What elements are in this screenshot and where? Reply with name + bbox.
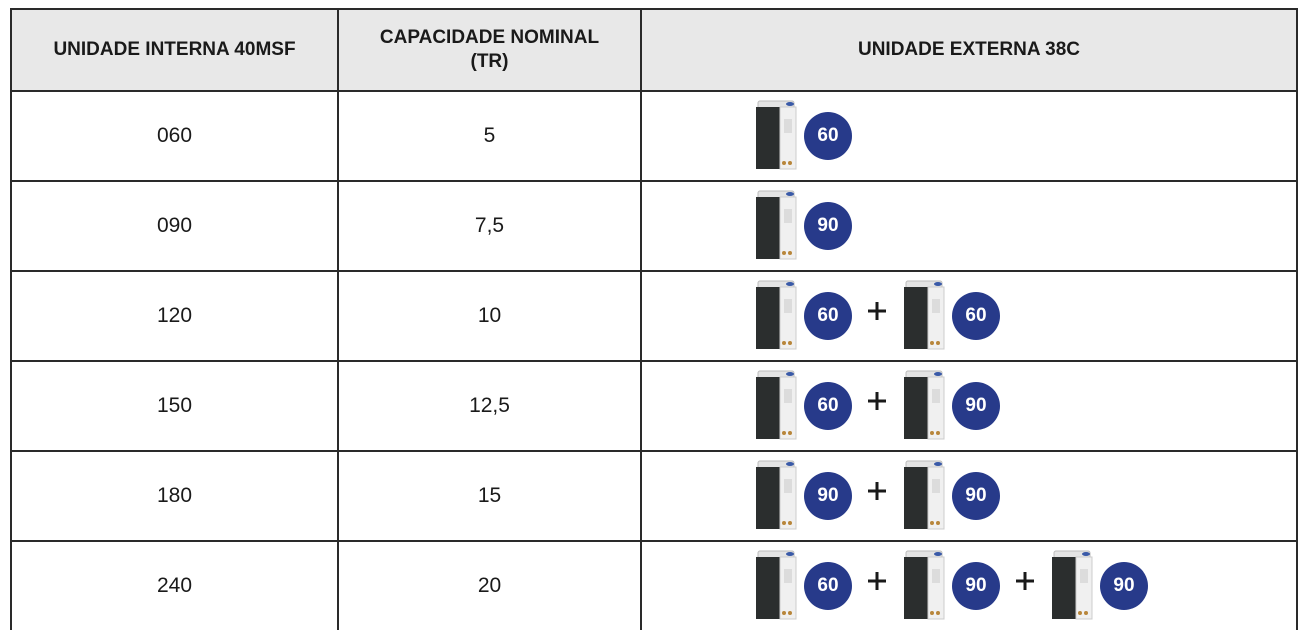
model-badge: 90 xyxy=(952,562,1000,610)
outdoor-unit: 60 xyxy=(754,279,852,353)
plus-sign xyxy=(866,570,888,592)
units-cell: 60 90 90 xyxy=(641,541,1297,630)
plus-sign xyxy=(1014,570,1036,592)
condenser-icon xyxy=(754,279,798,353)
compatibility-table: UNIDADE INTERNA 40MSF CAPACIDADE NOMINAL… xyxy=(10,8,1298,630)
model-badge: 90 xyxy=(952,472,1000,520)
model-badge: 60 xyxy=(804,112,852,160)
condenser-icon xyxy=(902,279,946,353)
condenser-icon xyxy=(754,189,798,263)
table-cell: 090 xyxy=(11,181,338,271)
table-cell: 120 xyxy=(11,271,338,361)
table-cell: 10 xyxy=(338,271,641,361)
outdoor-unit: 90 xyxy=(1050,549,1148,623)
outdoor-unit: 60 xyxy=(754,549,852,623)
condenser-icon xyxy=(754,549,798,623)
outdoor-unit: 90 xyxy=(902,549,1000,623)
table-cell: 180 xyxy=(11,451,338,541)
condenser-icon xyxy=(1050,549,1094,623)
table-cell: 12,5 xyxy=(338,361,641,451)
page: UNIDADE INTERNA 40MSF CAPACIDADE NOMINAL… xyxy=(0,0,1298,630)
header-row: UNIDADE INTERNA 40MSF CAPACIDADE NOMINAL… xyxy=(11,9,1297,91)
table-cell: 240 xyxy=(11,541,338,630)
table-cell: 060 xyxy=(11,91,338,181)
units-cell: 60 90 xyxy=(641,361,1297,451)
condenser-icon xyxy=(754,459,798,533)
condenser-icon xyxy=(902,459,946,533)
model-badge: 60 xyxy=(804,292,852,340)
header-cell: CAPACIDADE NOMINAL (TR) xyxy=(338,9,641,91)
table-cell: 7,5 xyxy=(338,181,641,271)
condenser-icon xyxy=(902,369,946,443)
units-cell: 60 xyxy=(641,91,1297,181)
units-cell: 60 60 xyxy=(641,271,1297,361)
model-badge: 90 xyxy=(804,472,852,520)
model-badge: 60 xyxy=(804,382,852,430)
header-cell: UNIDADE EXTERNA 38C xyxy=(641,9,1297,91)
model-badge: 90 xyxy=(952,382,1000,430)
outdoor-unit: 90 xyxy=(902,369,1000,443)
plus-sign xyxy=(866,480,888,502)
table-cell: 20 xyxy=(338,541,641,630)
outdoor-unit: 90 xyxy=(902,459,1000,533)
table-cell: 150 xyxy=(11,361,338,451)
units-cell: 90 xyxy=(641,181,1297,271)
outdoor-unit: 60 xyxy=(902,279,1000,353)
plus-sign xyxy=(866,390,888,412)
outdoor-unit: 90 xyxy=(754,189,852,263)
header-cell: UNIDADE INTERNA 40MSF xyxy=(11,9,338,91)
condenser-icon xyxy=(754,99,798,173)
plus-sign xyxy=(866,300,888,322)
model-badge: 90 xyxy=(1100,562,1148,610)
model-badge: 60 xyxy=(952,292,1000,340)
outdoor-unit: 60 xyxy=(754,369,852,443)
outdoor-unit: 90 xyxy=(754,459,852,533)
table-cell: 5 xyxy=(338,91,641,181)
model-badge: 90 xyxy=(804,202,852,250)
model-badge: 60 xyxy=(804,562,852,610)
units-cell: 90 90 xyxy=(641,451,1297,541)
table-cell: 15 xyxy=(338,451,641,541)
outdoor-unit: 60 xyxy=(754,99,852,173)
condenser-icon xyxy=(754,369,798,443)
condenser-icon xyxy=(902,549,946,623)
